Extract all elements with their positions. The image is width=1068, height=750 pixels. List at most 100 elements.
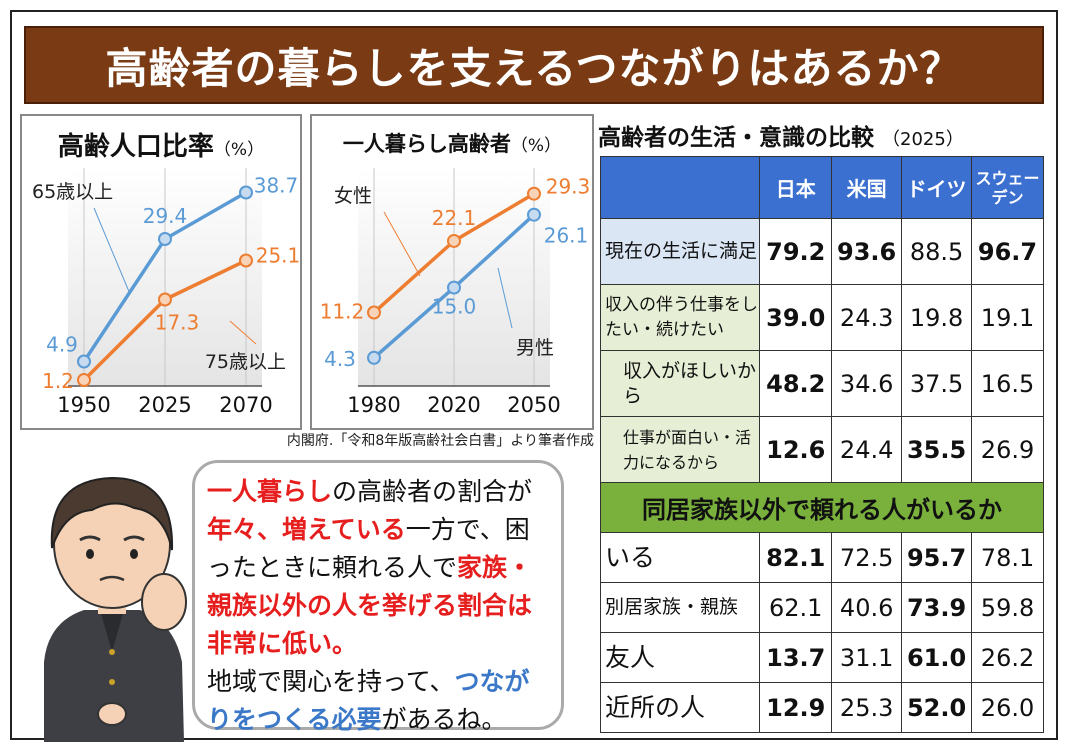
x-tick-label: 2050 [507,393,560,417]
cell: 59.8 [971,582,1044,633]
data-point [367,305,381,320]
data-point [158,292,172,307]
cell: 82.1 [759,532,833,583]
cell: 93.6 [831,218,903,285]
row-label: 現在の生活に満足 [599,218,761,285]
chart-panel-1: 高齢人口比率（%） 1950 2025 2070 4.9 29.4 38.7 65歳以上 1.… [20,114,302,430]
data-label: 15.0 [432,295,477,319]
data-label: 1.2 [42,369,74,393]
series-name-label: 75歳以上 [205,351,286,373]
section-header: 同居家族以外で頼れる人がいるか [600,482,1044,533]
student-illustration [44,476,187,742]
leader-line [229,320,257,345]
data-label: 22.1 [432,206,477,230]
cell: 39.0 [759,284,833,351]
cell: 12.9 [759,682,833,733]
col-header: 日本 [759,156,833,219]
data-label: 11.2 [320,300,365,324]
cell: 73.9 [901,582,973,633]
table-corner [599,156,761,219]
row-label: 別居家族・親族 [599,582,761,633]
col-header: スウェーデン [971,156,1044,219]
cell: 24.4 [831,416,903,483]
cell: 26.9 [971,416,1044,483]
data-point [447,280,461,295]
speech-text-4: があるね。 [381,705,507,734]
data-point [77,373,91,387]
cell: 95.7 [901,532,973,583]
x-tick-label: 2070 [219,393,272,417]
data-point [158,232,172,246]
speech-emphasis-3: 家族・親族以外の人を挙げる割合は非常に低い。 [207,553,533,658]
col-header: 米国 [831,156,903,219]
row-label: いる [599,532,761,583]
cell: 37.5 [901,350,973,417]
speech-text-3: 地域で関心を持って、 [207,667,455,696]
cell: 25.3 [831,682,903,733]
cell: 16.5 [971,350,1044,417]
data-label: 25.1 [256,244,300,268]
cell: 35.5 [901,416,973,483]
speech-emphasis-4: つながりをつくる必要 [207,667,530,734]
cell: 40.6 [831,582,903,633]
leader-line [93,207,131,295]
series-name-label: 男性 [516,337,554,359]
chart-panel-2: 一人暮らし高齢者（%） 1980 2020 2050 11.2 22.1 29.3 女性 4.… [310,114,594,430]
chart-title-2: 一人暮らし高齢者（%） [342,132,562,156]
data-label: 4.3 [324,347,356,371]
chart-1: 1950 2025 2070 4.9 29.4 38.7 65歳以上 1.2 17.3 25.1 7… [32,168,300,417]
data-label: 26.1 [544,224,589,248]
cell: 52.0 [901,682,973,733]
row-label: 収入がほしいから [599,350,761,417]
leader-line [383,211,421,277]
cell: 19.1 [971,284,1044,351]
col-header: ドイツ [901,156,973,219]
data-point [527,186,541,201]
speech-text-2: 一方で、困ったときに頼れる人で [207,515,530,582]
chart-2: 1980 2020 2050 11.2 22.1 29.3 女性 4.3 15.0 26.1 男性 [320,168,591,417]
cell: 88.5 [901,218,973,285]
source-note: 内閣府.「令和8年版高齢社会白書」より筆者作成 [286,433,594,449]
cell: 26.2 [971,632,1044,683]
chart-title-1: 高齢人口比率（%） [57,132,265,162]
leader-line [497,267,513,329]
cell: 31.1 [831,632,903,683]
data-point [239,253,253,268]
x-tick-label: 1980 [347,393,400,417]
series-name-label: 65歳以上 [32,181,113,203]
speech-emphasis-1: 一人暮らし [207,477,333,506]
data-point [77,354,91,369]
speech-bubble: 一人暮らしの高齢者の割合が年々、増えている一方で、困ったときに頼れる人で家族・親… [192,460,564,734]
speech-text-1: の高齢者の割合が [332,477,533,506]
row-label: 友人 [599,632,761,683]
cell: 19.8 [901,284,973,351]
speech-emphasis-2: 年々、増えている [207,515,406,544]
data-point [367,350,381,365]
cell: 24.3 [831,284,903,351]
row-label: 収入の伴う仕事をしたい・続けたい [599,284,761,351]
row-label: 仕事が面白い・活力になるから [599,416,761,483]
cell: 26.0 [971,682,1044,733]
cell: 34.6 [831,350,903,417]
cell: 72.5 [831,532,903,583]
x-tick-label: 2020 [427,393,480,417]
page-title: 高齢者の暮らしを支えるつながりはあるか？ [24,26,1044,104]
data-label: 38.7 [254,174,299,198]
data-point [239,185,253,200]
cell: 12.6 [759,416,833,483]
x-tick-label: 1950 [57,393,110,417]
cell: 78.1 [971,532,1044,583]
comparison-table: 日本 米国 ドイツ スウェーデン 現在の生活に満足 79.2 93.6 88.5… [599,156,1044,733]
x-tick-label: 2025 [138,393,191,417]
row-label: 近所の人 [599,682,761,733]
cell: 13.7 [759,632,833,683]
series-name-label: 女性 [334,185,372,207]
data-label: 17.3 [155,311,200,335]
data-label: 4.9 [46,333,78,357]
data-label: 29.3 [546,175,591,199]
cell: 61.0 [901,632,973,683]
table-title: 高齢者の生活・意識の比較 （2025） [598,125,964,151]
cell: 79.2 [759,218,833,285]
data-point [447,233,461,248]
cell: 96.7 [971,218,1044,285]
